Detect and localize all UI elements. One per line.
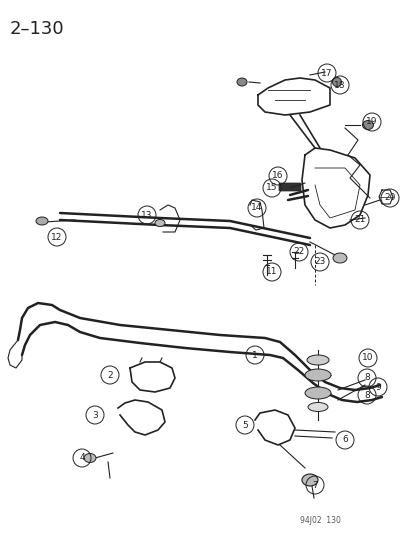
Ellipse shape: [301, 474, 317, 486]
Text: 2: 2: [107, 370, 112, 379]
Ellipse shape: [236, 78, 247, 86]
Text: 16: 16: [272, 172, 283, 181]
Text: 1: 1: [252, 351, 257, 359]
Text: 3: 3: [92, 410, 97, 419]
Text: 21: 21: [354, 215, 365, 224]
Text: 8: 8: [363, 374, 369, 383]
Ellipse shape: [307, 402, 327, 411]
Ellipse shape: [304, 369, 330, 381]
Text: 4: 4: [79, 454, 85, 463]
Text: 9: 9: [374, 383, 380, 392]
Ellipse shape: [84, 454, 96, 463]
Text: 20: 20: [383, 193, 395, 203]
Ellipse shape: [36, 217, 48, 225]
Text: 15: 15: [266, 183, 277, 192]
FancyBboxPatch shape: [278, 183, 300, 191]
Ellipse shape: [154, 220, 165, 227]
Ellipse shape: [306, 355, 328, 365]
Text: 13: 13: [141, 211, 152, 220]
Text: 14: 14: [251, 204, 262, 213]
Text: 11: 11: [266, 268, 277, 277]
Text: 23: 23: [313, 257, 325, 266]
Text: 12: 12: [51, 232, 62, 241]
Text: 6: 6: [341, 435, 347, 445]
Text: 10: 10: [361, 353, 373, 362]
Text: 94J02  130: 94J02 130: [299, 516, 340, 525]
Text: 18: 18: [333, 80, 345, 90]
Text: 2–130: 2–130: [10, 20, 64, 38]
Ellipse shape: [332, 253, 346, 263]
Ellipse shape: [332, 77, 341, 86]
Text: 8: 8: [363, 391, 369, 400]
Text: 17: 17: [320, 69, 332, 77]
Text: 7: 7: [311, 481, 317, 489]
Text: 22: 22: [293, 247, 304, 256]
Ellipse shape: [362, 120, 373, 130]
Text: 5: 5: [242, 421, 247, 430]
Ellipse shape: [304, 387, 330, 399]
Text: 19: 19: [366, 117, 377, 126]
